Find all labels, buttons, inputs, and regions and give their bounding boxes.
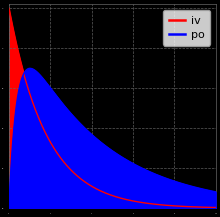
Legend: iv, po: iv, po (163, 10, 210, 46)
